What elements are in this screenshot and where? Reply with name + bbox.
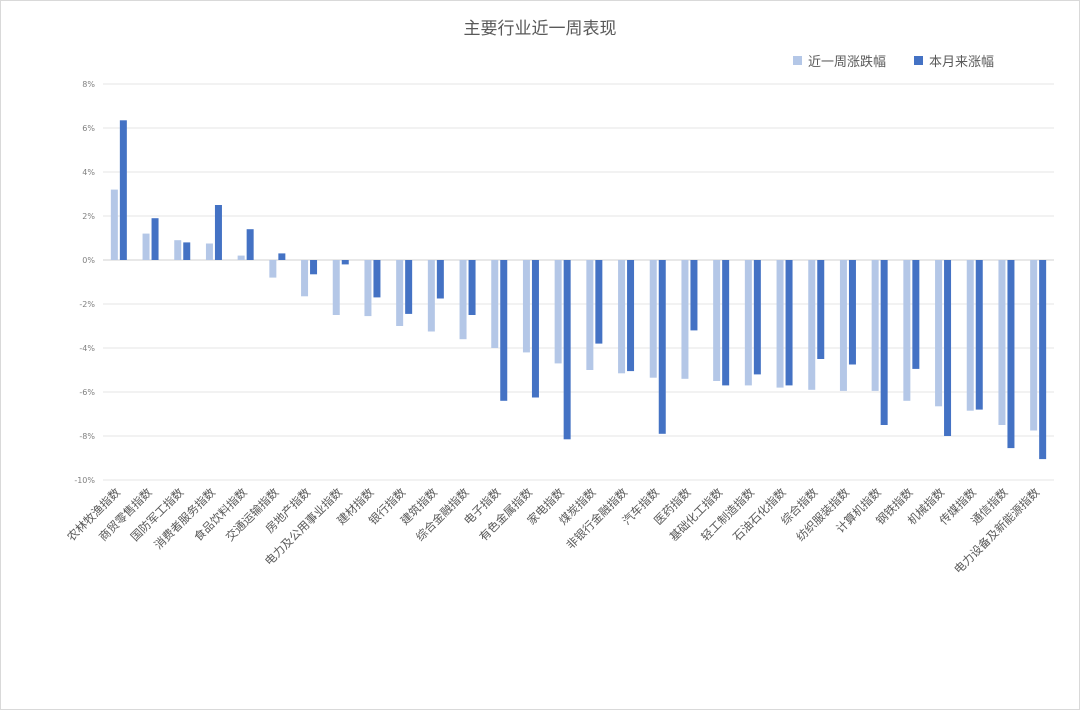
bar-weekly xyxy=(142,233,150,260)
bar-monthly xyxy=(341,260,349,265)
bar-monthly xyxy=(753,260,761,375)
bar-monthly xyxy=(1007,260,1015,449)
bar-weekly xyxy=(649,260,657,378)
bar-weekly xyxy=(491,260,499,348)
bar-weekly xyxy=(364,260,372,317)
bar-weekly xyxy=(237,255,245,260)
bar-monthly xyxy=(785,260,793,386)
y-tick-label: 0% xyxy=(82,256,95,265)
bar-monthly xyxy=(405,260,413,314)
bar-monthly xyxy=(468,260,476,315)
y-tick-label: -8% xyxy=(79,432,95,441)
bar-monthly xyxy=(531,260,539,398)
bar-monthly xyxy=(183,242,191,260)
y-tick-label: -6% xyxy=(79,388,95,397)
bar-weekly xyxy=(839,260,847,391)
bar-monthly xyxy=(690,260,698,331)
bar-monthly xyxy=(817,260,825,359)
bar-monthly xyxy=(373,260,381,298)
bar-weekly xyxy=(110,189,118,260)
chart-title: 主要行业近一周表现 xyxy=(463,19,617,39)
bar-monthly xyxy=(880,260,888,425)
bar-monthly xyxy=(658,260,666,434)
bar-weekly xyxy=(903,260,911,401)
bar-weekly xyxy=(808,260,816,390)
bar-monthly xyxy=(944,260,952,436)
bar-weekly xyxy=(744,260,752,386)
bar-monthly xyxy=(151,218,159,260)
chart-legend: 近一周涨跌幅 本月来涨幅 xyxy=(793,51,994,70)
legend-swatch-weekly xyxy=(793,56,802,65)
bar-weekly xyxy=(1030,260,1038,431)
bar-weekly xyxy=(427,260,435,332)
legend-label-weekly: 近一周涨跌幅 xyxy=(808,55,887,70)
bar-weekly xyxy=(713,260,721,381)
bar-monthly xyxy=(848,260,856,365)
y-tick-label: 4% xyxy=(82,168,95,177)
bar-monthly xyxy=(310,260,318,275)
bar-weekly xyxy=(459,260,467,340)
bar-monthly xyxy=(246,229,254,260)
bar-weekly xyxy=(522,260,530,353)
y-tick-label: -4% xyxy=(79,344,95,353)
y-tick-label: 6% xyxy=(82,124,95,133)
bar-weekly xyxy=(935,260,943,407)
bar-monthly xyxy=(627,260,635,372)
bar-monthly xyxy=(119,120,127,260)
bar-weekly xyxy=(871,260,879,391)
bar-monthly xyxy=(436,260,444,299)
bar-weekly xyxy=(554,260,562,364)
bar-monthly xyxy=(214,205,222,260)
bar-monthly xyxy=(1039,260,1047,460)
y-tick-label: -10% xyxy=(74,476,95,485)
bar-weekly xyxy=(269,260,277,278)
bar-weekly xyxy=(776,260,784,388)
legend-item-monthly: 本月来涨幅 xyxy=(914,51,994,70)
bar-weekly xyxy=(586,260,594,370)
bar-weekly xyxy=(174,240,182,260)
bar-monthly xyxy=(722,260,730,386)
bar-monthly xyxy=(278,253,286,260)
bar-monthly xyxy=(595,260,603,344)
bar-monthly xyxy=(975,260,983,410)
bar-weekly xyxy=(301,260,309,297)
bar-monthly xyxy=(500,260,508,401)
bar-weekly xyxy=(396,260,404,326)
legend-label-monthly: 本月来涨幅 xyxy=(929,55,995,70)
legend-swatch-monthly xyxy=(914,56,924,65)
bar-weekly xyxy=(205,243,213,260)
bar-weekly xyxy=(966,260,974,411)
legend-item-weekly: 近一周涨跌幅 xyxy=(793,51,886,70)
y-tick-label: 2% xyxy=(82,212,95,221)
bar-weekly xyxy=(681,260,689,379)
bar-weekly xyxy=(332,260,340,315)
bar-weekly xyxy=(998,260,1006,425)
bar-monthly xyxy=(912,260,920,369)
y-tick-label: 8% xyxy=(82,80,95,89)
bar-weekly xyxy=(618,260,626,374)
bar-monthly xyxy=(563,260,571,440)
y-tick-label: -2% xyxy=(79,300,95,309)
